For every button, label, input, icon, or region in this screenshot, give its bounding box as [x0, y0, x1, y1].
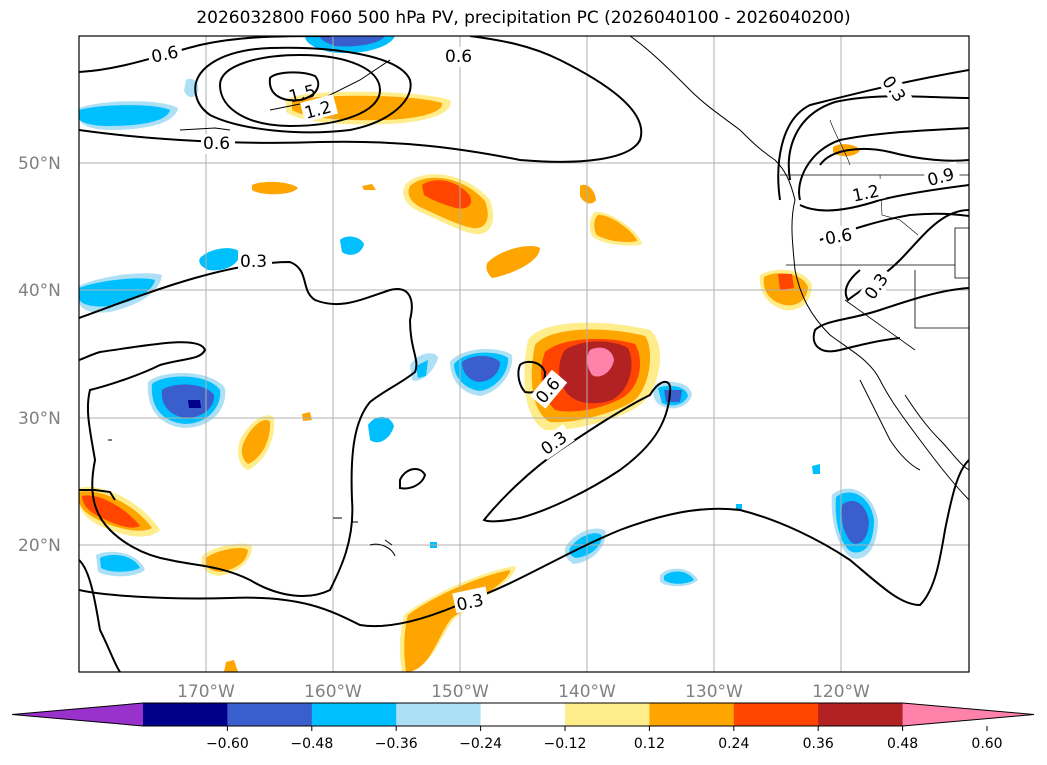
precip-area	[763, 273, 808, 306]
lon-label: 130°W	[685, 682, 743, 702]
precip-area	[462, 356, 500, 382]
precip-area	[302, 412, 312, 421]
colorbar-tick-label: 0.24	[718, 736, 749, 752]
pv-contour	[268, 71, 320, 102]
pv-contour	[79, 459, 969, 628]
lon-label: 170°W	[177, 682, 235, 702]
colorbar-outline	[11, 702, 1035, 727]
map-area: 0.6 0.6 0.6 1.2 1.5 0.3 0.6 0.3 0.3 0.6 …	[79, 36, 969, 672]
precip-area	[161, 384, 215, 418]
pv-contour	[399, 468, 427, 490]
precip-area	[362, 184, 376, 190]
colorbar: −0.60 −0.48 −0.36 −0.24 −0.12 0.12 0.24 0.36 0.4…	[11, 702, 1035, 752]
precip-area	[205, 547, 248, 572]
lat-label: 20°N	[18, 536, 61, 556]
precip-area	[664, 390, 682, 402]
precip-area	[82, 495, 140, 528]
colorbar-tick-label: −0.60	[206, 736, 249, 752]
precip-area	[100, 555, 140, 572]
colorbar-tick-label: −0.12	[544, 736, 587, 752]
pv-contour	[79, 36, 643, 163]
colorbar-segment	[565, 703, 650, 726]
precip-area	[416, 360, 428, 378]
pv-contour	[787, 95, 969, 181]
map-frame	[78, 35, 970, 673]
precip-area	[340, 236, 364, 255]
map-title: 2026032800 F060 500 hPa PV, precipitatio…	[196, 8, 851, 28]
precip-area	[841, 500, 869, 544]
contour-label: 0.6	[203, 134, 230, 154]
colorbar-segment	[227, 703, 313, 726]
lat-label: 50°N	[18, 154, 61, 174]
precip-area	[812, 464, 820, 474]
contour-label: 0.3	[240, 252, 267, 272]
precip-area	[199, 248, 240, 271]
precip-area	[224, 660, 238, 672]
colorbar-segment	[143, 703, 228, 726]
precip-area	[580, 184, 596, 204]
precip-area	[664, 571, 694, 584]
lat-labels: 50°N 40°N 30°N 20°N	[18, 154, 61, 556]
colorbar-tick-label: 0.36	[803, 736, 834, 752]
colorbar-tick-label: −0.48	[290, 736, 333, 752]
lon-label: 120°W	[812, 682, 870, 702]
colorbar-tick-label: 0.48	[887, 736, 918, 752]
precip-area	[252, 181, 298, 195]
precip-area	[778, 274, 794, 290]
contour-label: 0.6	[445, 47, 472, 67]
pv-contour	[194, 46, 412, 134]
pv-contour	[812, 287, 969, 353]
colorbar-tick-label: 0.12	[634, 736, 665, 752]
precip-area	[587, 347, 614, 377]
pv-contour	[777, 69, 969, 201]
precip-area	[736, 504, 742, 510]
precip-area	[241, 420, 271, 464]
colorbar-tick-label: 0.60	[971, 736, 1002, 752]
pv-contour	[819, 147, 969, 166]
precip-area	[422, 180, 472, 209]
precip-area	[188, 400, 201, 408]
contour-label: 0.6	[824, 225, 854, 249]
precip-negative-areas	[79, 36, 878, 587]
colorbar-segment	[311, 703, 397, 726]
colorbar-segment	[649, 703, 735, 726]
pv-contour	[79, 559, 121, 672]
pv-contour	[79, 260, 418, 597]
precip-area	[486, 245, 540, 278]
lat-label: 30°N	[18, 409, 61, 429]
pv-contour	[799, 184, 969, 212]
lat-label: 40°N	[18, 281, 61, 301]
precip-area	[368, 416, 394, 443]
precip-area	[320, 36, 385, 47]
precip-area	[594, 214, 637, 243]
pv-contour	[798, 127, 969, 201]
colorbar-segment	[396, 703, 482, 726]
lon-label: 150°W	[431, 682, 489, 702]
colorbar-segment	[480, 703, 566, 726]
pv-contour	[79, 489, 116, 501]
lon-label: 160°W	[304, 682, 362, 702]
lon-labels: 170°W 160°W 150°W 140°W 130°W 120°W	[177, 682, 870, 702]
colorbar-extend-high	[902, 703, 1034, 726]
pv-contour	[218, 53, 382, 128]
colorbar-segment	[818, 703, 904, 726]
coastlines	[108, 36, 969, 557]
precip-area	[79, 105, 170, 126]
colorbar-tick-label: −0.36	[375, 736, 418, 752]
lon-label: 140°W	[558, 682, 616, 702]
colorbar-tick-label: −0.24	[459, 736, 502, 752]
precip-area	[79, 278, 155, 307]
colorbar-segment	[733, 703, 819, 726]
colorbar-extend-low	[12, 703, 143, 726]
